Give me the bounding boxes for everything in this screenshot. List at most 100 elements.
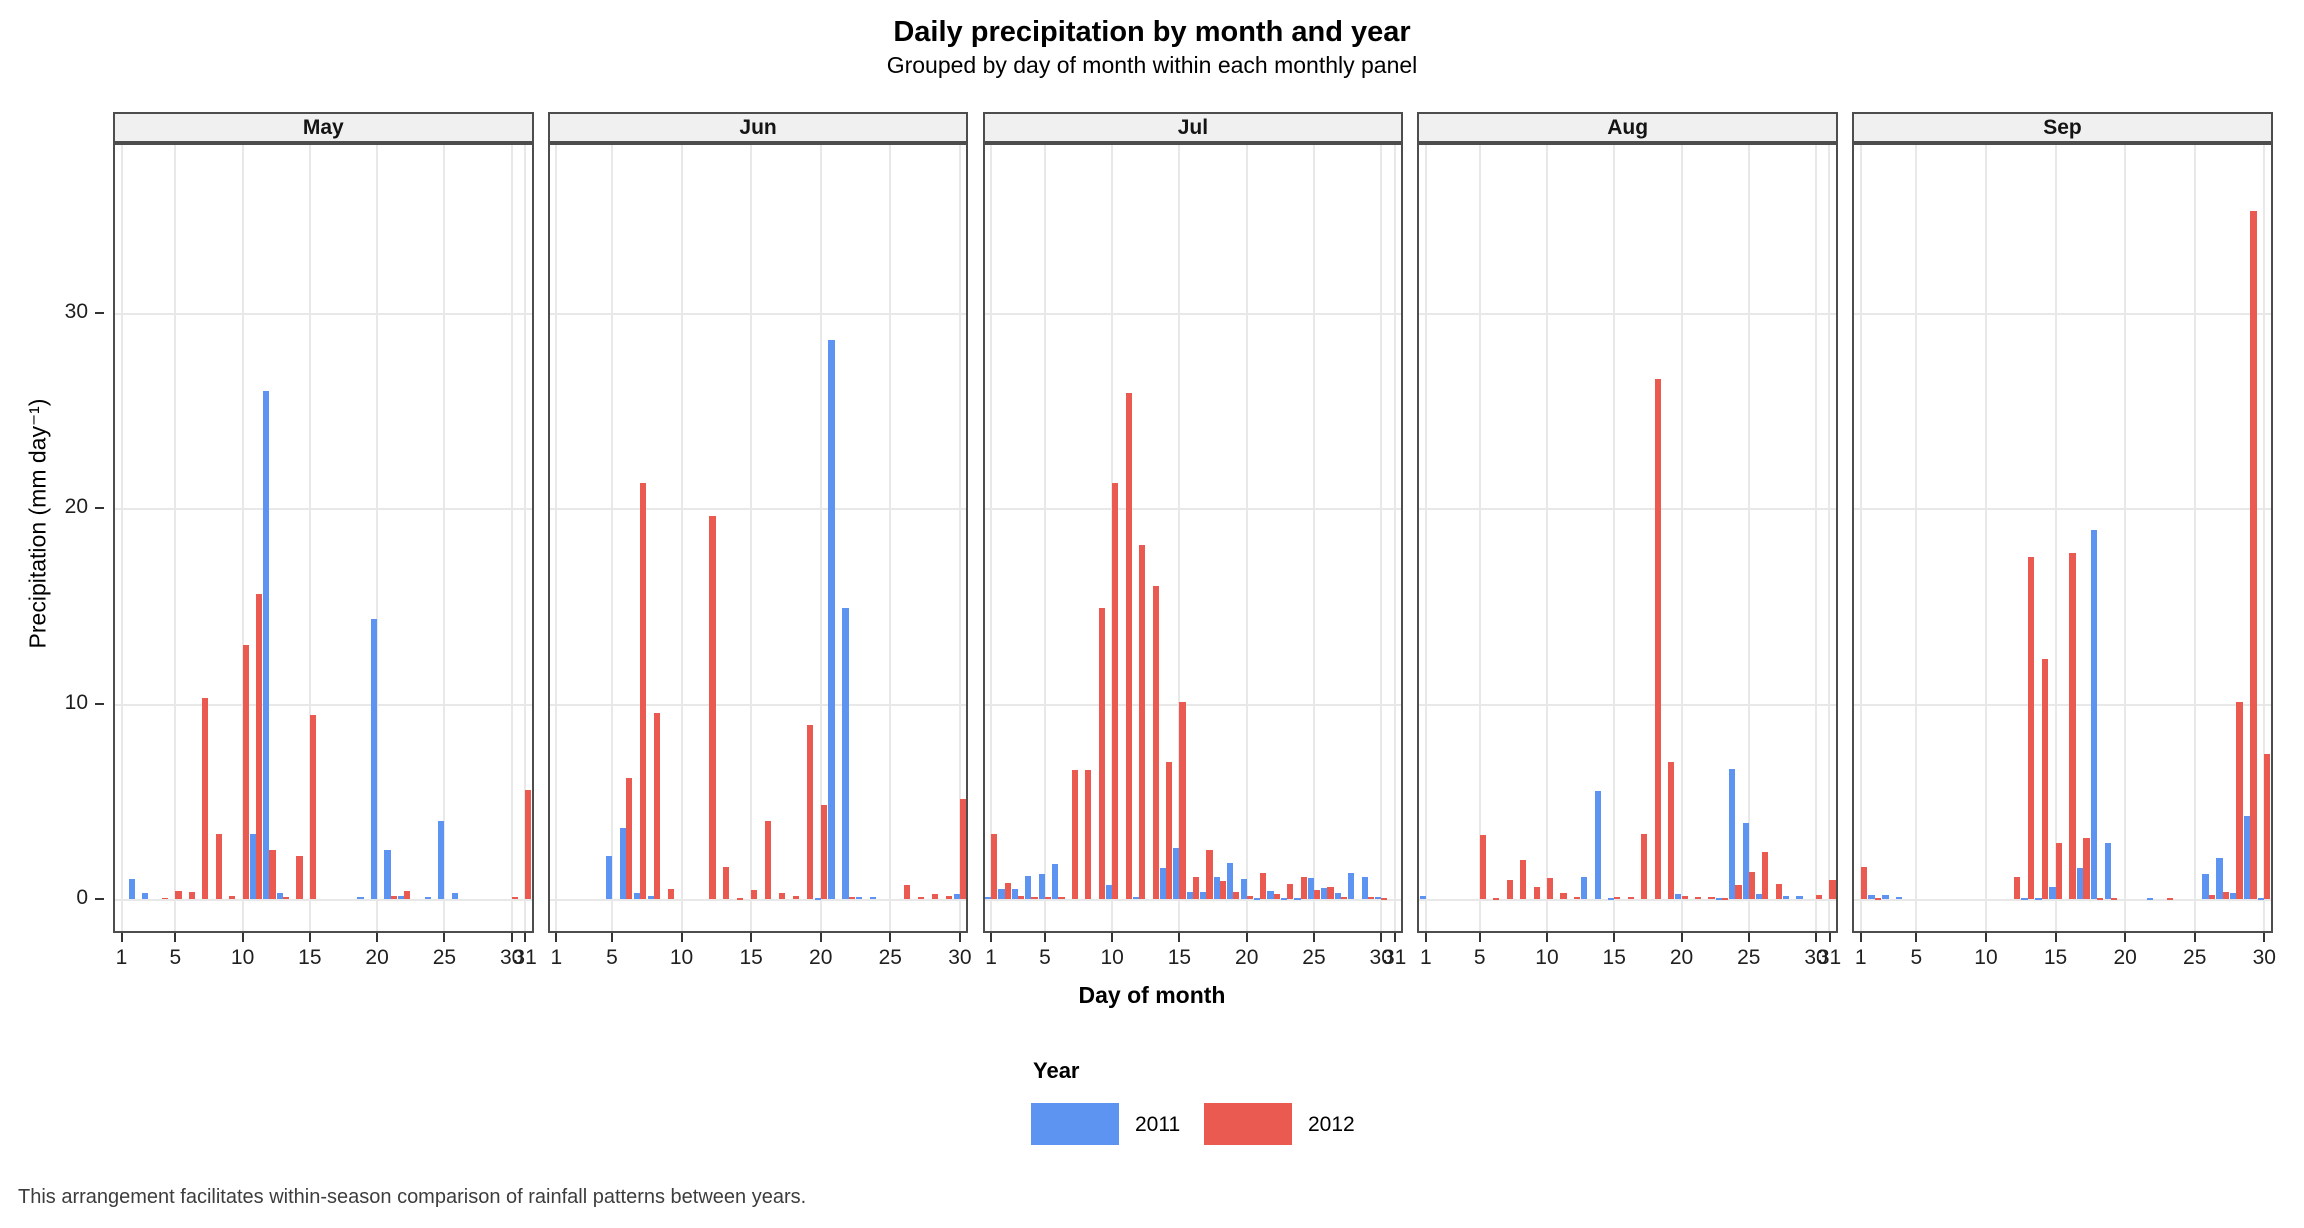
bar-aug-20-2012 (1681, 896, 1688, 899)
h-gridline (984, 899, 1402, 901)
bar-aug-22-2012 (1708, 897, 1715, 899)
bar-aug-23-2011 (1715, 898, 1722, 900)
bar-jun-5-2011 (605, 855, 612, 899)
bar-may-6-2012 (188, 892, 195, 899)
x-axis-tick (1828, 933, 1831, 942)
v-gridline (750, 145, 753, 931)
bar-sep-18-2012 (2097, 898, 2104, 900)
bar-jul-14-2012 (1165, 762, 1173, 899)
bar-may-15-2012 (309, 715, 317, 899)
y-axis-tick (95, 702, 104, 705)
v-gridline (1815, 145, 1818, 931)
bar-sep-28-2011 (2230, 893, 2237, 899)
bar-sep-27-2012 (2222, 892, 2229, 899)
bar-sep-30-2011 (2258, 898, 2265, 900)
x-axis-tick (376, 933, 379, 942)
bar-jul-26-2011 (1321, 888, 1328, 899)
bar-jun-7-2011 (633, 893, 640, 899)
x-axis-tick-label: 10 (230, 946, 255, 969)
bar-jul-30-2011 (1375, 897, 1382, 899)
facet-strip-aug: Aug (1417, 112, 1838, 143)
bar-jul-3-2011 (1011, 889, 1018, 899)
x-axis-tick-label: 10 (1100, 946, 1124, 969)
h-gridline (1854, 312, 2271, 315)
bar-may-31-2012 (525, 789, 532, 899)
v-gridline (555, 145, 558, 931)
h-gridline (1419, 312, 1836, 315)
bar-may-14-2012 (296, 855, 303, 899)
bar-aug-20-2011 (1675, 894, 1682, 899)
panel-jul (982, 143, 1404, 933)
x-axis-tick (1312, 933, 1315, 942)
x-axis-tick-label: 20 (809, 946, 833, 969)
x-axis-tick-label: 10 (1974, 946, 1998, 969)
x-axis-tick (174, 933, 177, 942)
v-gridline (1545, 145, 1548, 931)
v-gridline (120, 145, 123, 931)
bar-aug-30-2012 (1816, 895, 1823, 899)
bar-sep-30-2012 (2264, 754, 2271, 899)
bar-jul-8-2012 (1085, 769, 1092, 899)
bar-jul-20-2012 (1246, 896, 1253, 899)
x-axis-tick (1984, 933, 1987, 942)
legend-label-2012: 2012 (1308, 1113, 1355, 1136)
v-gridline (174, 145, 177, 931)
v-gridline (524, 145, 527, 931)
x-axis-tick (889, 933, 892, 942)
bar-aug-25-2012 (1748, 871, 1755, 899)
x-axis-label: Day of month (1078, 982, 1226, 1008)
panel-jun (547, 143, 969, 933)
x-axis-tick (610, 933, 613, 942)
v-gridline (443, 145, 446, 931)
v-gridline (1478, 145, 1481, 931)
y-axis-tick (95, 507, 104, 509)
x-axis-tick (1545, 933, 1548, 942)
bar-jun-6-2011 (619, 827, 626, 899)
v-gridline (1828, 145, 1831, 931)
bar-may-20-2011 (370, 619, 378, 899)
bar-aug-25-2011 (1742, 822, 1749, 899)
x-axis-tick-label: 1 (985, 946, 997, 969)
bar-aug-14-2011 (1594, 791, 1601, 899)
bar-jun-6-2012 (625, 777, 633, 899)
bar-may-10-2012 (242, 644, 249, 899)
v-gridline (1680, 145, 1683, 931)
bar-may-9-2012 (229, 896, 236, 899)
bar-sep-15-2012 (2055, 843, 2062, 899)
bar-jul-28-2011 (1348, 872, 1355, 899)
x-axis-tick (1424, 933, 1427, 942)
bar-aug-12-2012 (1573, 897, 1581, 899)
bar-jul-29-2011 (1361, 876, 1368, 899)
bar-sep-19-2012 (2111, 898, 2118, 900)
bar-aug-8-2012 (1520, 859, 1527, 899)
bar-may-13-2012 (282, 897, 290, 899)
bar-jun-12-2012 (709, 515, 716, 899)
v-gridline (610, 145, 613, 931)
h-gridline (1854, 508, 2271, 510)
x-axis-tick (990, 933, 993, 942)
x-axis-tick (1613, 933, 1616, 942)
bar-jul-21-2012 (1260, 872, 1267, 899)
bar-jul-13-2012 (1152, 586, 1159, 899)
bar-aug-15-2011 (1608, 898, 1615, 900)
y-axis-tick-label: 10 (64, 690, 88, 714)
h-gridline (984, 508, 1402, 510)
bar-jul-1-2012 (991, 834, 998, 899)
x-axis-tick (1393, 933, 1396, 942)
bar-jul-4-2011 (1025, 875, 1032, 899)
x-axis-tick-label: 5 (606, 946, 618, 969)
x-axis-tick (958, 933, 961, 942)
x-axis-tick-label: 31 (1383, 946, 1407, 969)
v-gridline (1424, 145, 1427, 931)
v-gridline (2054, 145, 2057, 931)
bar-jul-15-2012 (1179, 701, 1186, 899)
v-gridline (1043, 145, 1046, 931)
bar-jun-29-2012 (945, 896, 953, 899)
bar-jul-1-2011 (984, 897, 992, 899)
x-axis-tick-label: 30 (499, 946, 524, 969)
h-gridline (115, 899, 532, 901)
bar-jun-16-2012 (765, 820, 772, 899)
bar-jun-21-2011 (828, 339, 835, 899)
x-axis-tick-label: 10 (669, 946, 694, 969)
